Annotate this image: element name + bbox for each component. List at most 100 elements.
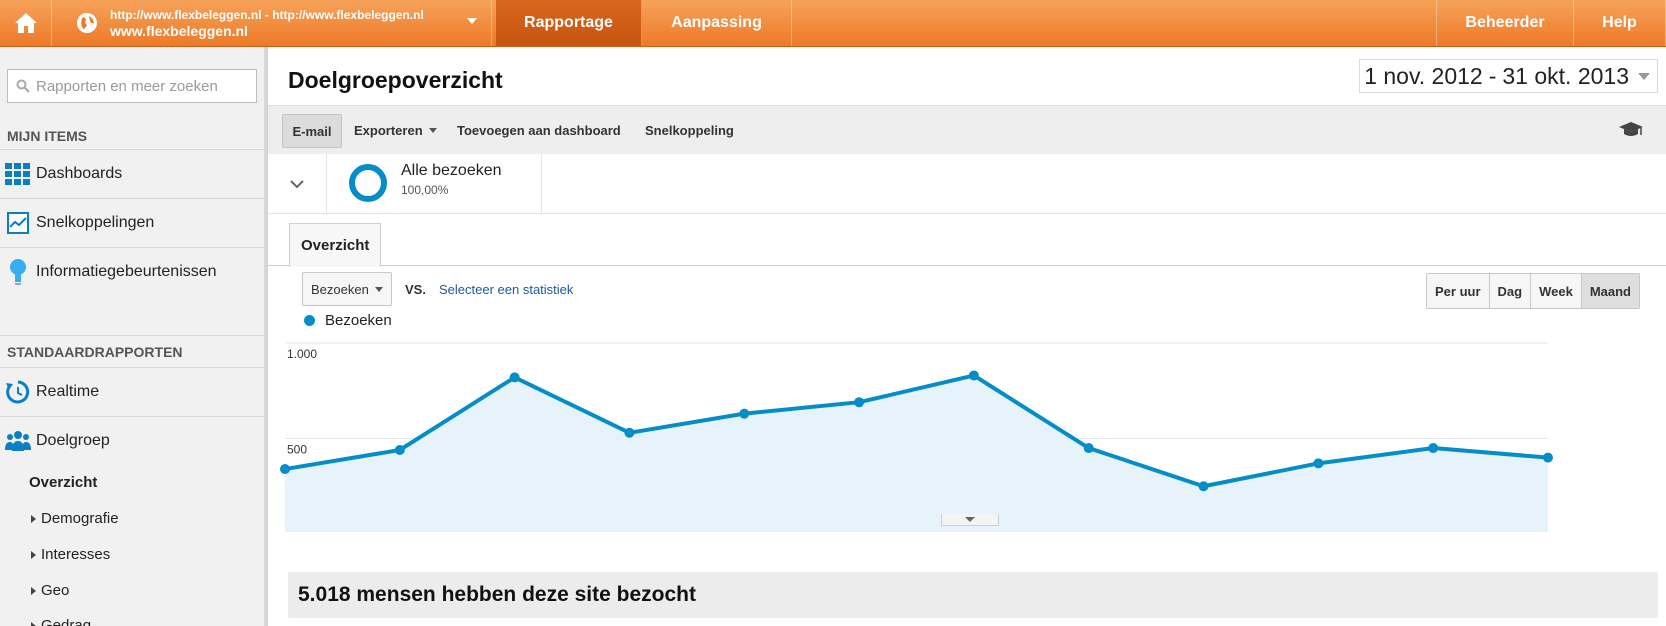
lightbulb-icon	[0, 254, 36, 290]
sidebar-item-label: Informatiegebeurtenissen	[36, 263, 217, 280]
sidebar-sub-demografie[interactable]: Demografie	[31, 510, 119, 527]
tab-rapportage[interactable]: Rapportage	[496, 0, 642, 46]
visitor-summary: 5.018 mensen hebben deze site bezocht	[288, 572, 1658, 618]
sidebar-item-snelkoppelingen[interactable]: Snelkoppelingen	[0, 198, 267, 247]
y-tick-label: 500	[287, 443, 307, 457]
segment-toggle[interactable]	[268, 154, 327, 213]
graduation-cap-icon	[1619, 122, 1643, 136]
data-point	[280, 464, 290, 475]
compare-metric-link[interactable]: Selecteer een statistiek	[439, 282, 574, 297]
home-icon	[14, 13, 37, 33]
page-title: Doelgroepoverzicht	[288, 67, 503, 93]
metric-select-value: Bezoeken	[311, 281, 369, 297]
data-point	[394, 444, 405, 455]
tab-overzicht[interactable]: Overzicht	[289, 223, 382, 267]
vs-label: VS.	[405, 282, 426, 297]
data-point	[1198, 481, 1209, 492]
chevron-down-icon	[467, 18, 477, 24]
site-selector[interactable]: http://www.flexbeleggen.nl - http://www.…	[52, 0, 492, 46]
date-range-picker[interactable]: 1 nov. 2012 - 31 okt. 2013	[1359, 59, 1658, 93]
segment-bar: Alle bezoeken 100,00%	[268, 154, 1666, 214]
sidebar-sub-geo[interactable]: Geo	[31, 582, 69, 599]
home-button[interactable]	[0, 0, 52, 46]
globe-icon	[77, 13, 97, 33]
sidebar-sub-label: Geo	[41, 582, 70, 599]
data-point	[1313, 458, 1324, 469]
data-point	[854, 397, 865, 408]
data-point	[1428, 443, 1439, 454]
visits-chart: 1.000500januari 2013april 2013juli 2013	[280, 342, 1553, 532]
sidebar: Rapporten en meer zoeken MIJN ITEMS Dash…	[0, 47, 268, 626]
audience-people-icon	[0, 423, 36, 459]
granularity-per-uur[interactable]: Per uur	[1427, 274, 1490, 308]
granularity-dag[interactable]: Dag	[1489, 274, 1532, 308]
segment-ring-icon	[349, 164, 387, 202]
sidebar-sub-label: Interesses	[41, 546, 111, 563]
date-end: 31 okt. 2013	[1502, 62, 1629, 89]
main-content: Doelgroepoverzicht 1 nov. 2012 - 31 okt.…	[268, 47, 1666, 626]
caret-right-icon	[31, 551, 36, 560]
tab-help[interactable]: Help	[1574, 0, 1666, 46]
sidebar-item-informatiegebeurtenissen[interactable]: Informatiegebeurtenissen	[0, 247, 267, 296]
sidebar-item-doelgroep[interactable]: Doelgroep	[0, 416, 267, 465]
sidebar-item-label: Doelgroep	[36, 432, 110, 449]
granularity-week[interactable]: Week	[1531, 274, 1582, 308]
segment-label: Alle bezoeken	[401, 162, 502, 179]
sidebar-sub-interesses[interactable]: Interesses	[31, 546, 110, 563]
search-icon	[16, 79, 30, 93]
chart-collapse-toggle[interactable]	[941, 514, 999, 526]
granularity-toggle: Per uur Dag Week Maand	[1426, 273, 1640, 309]
chart-legend: Bezoeken	[304, 312, 392, 329]
data-point	[1083, 443, 1094, 454]
email-button[interactable]: E-mail	[282, 114, 342, 148]
section-header-my-items: MIJN ITEMS	[7, 128, 88, 144]
legend-label: Bezoeken	[325, 312, 392, 329]
dashboard-grid-icon	[0, 156, 36, 192]
site-name: www.flexbeleggen.nl	[110, 23, 248, 39]
tab-beheerder[interactable]: Beheerder	[1436, 0, 1574, 46]
segment-all-visits[interactable]: Alle bezoeken 100,00%	[326, 154, 542, 213]
legend-swatch	[304, 315, 315, 326]
data-point	[509, 372, 520, 383]
shortcut-chart-icon	[0, 205, 36, 241]
data-point	[1543, 452, 1553, 463]
sidebar-sub-gedrag[interactable]: Gedrag	[31, 617, 91, 626]
realtime-clock-icon	[0, 374, 36, 410]
sidebar-sub-label: Demografie	[41, 510, 119, 527]
search-input[interactable]: Rapporten en meer zoeken	[7, 69, 257, 103]
chevron-down-icon	[1638, 73, 1650, 80]
sidebar-item-label: Snelkoppelingen	[36, 214, 155, 231]
granularity-maand[interactable]: Maand	[1581, 274, 1639, 308]
add-to-dashboard-button[interactable]: Toevoegen aan dashboard	[457, 122, 621, 138]
report-toolbar: E-mail Exporteren Toevoegen aan dashboar…	[268, 105, 1666, 154]
shortcut-button[interactable]: Snelkoppeling	[645, 122, 734, 138]
date-start: 1 nov. 2012	[1364, 62, 1483, 89]
caret-right-icon	[31, 515, 36, 524]
series-line	[284, 373, 1549, 489]
sidebar-sub-overzicht[interactable]: Overzicht	[29, 474, 98, 491]
search-placeholder: Rapporten en meer zoeken	[36, 77, 218, 95]
sidebar-item-dashboards[interactable]: Dashboards	[0, 149, 267, 198]
chevron-down-icon	[428, 127, 437, 133]
segment-percent: 100,00%	[401, 183, 449, 197]
sidebar-item-label: Realtime	[36, 383, 100, 400]
series-area	[285, 375, 1548, 532]
data-point	[624, 427, 635, 438]
tab-aanpassing[interactable]: Aanpassing	[642, 0, 792, 46]
help-center-button[interactable]	[1618, 114, 1644, 146]
y-tick-label: 1.000	[287, 347, 317, 361]
report-tabs: Overzicht	[268, 213, 1666, 267]
caret-right-icon	[31, 622, 36, 626]
export-label: Exporteren	[354, 122, 423, 138]
caret-right-icon	[31, 587, 36, 596]
export-button[interactable]: Exporteren	[354, 114, 437, 146]
section-header-standard-reports: STANDAARDRAPPORTEN	[0, 335, 267, 360]
metric-select[interactable]: Bezoeken	[302, 272, 392, 306]
sidebar-sub-label: Gedrag	[41, 617, 92, 626]
site-url: http://www.flexbeleggen.nl - http://www.…	[110, 8, 424, 22]
top-navigation-bar: http://www.flexbeleggen.nl - http://www.…	[0, 0, 1666, 47]
data-point	[968, 370, 979, 381]
chevron-down-icon	[375, 287, 383, 292]
sidebar-item-realtime[interactable]: Realtime	[0, 367, 267, 416]
data-point	[739, 408, 750, 419]
